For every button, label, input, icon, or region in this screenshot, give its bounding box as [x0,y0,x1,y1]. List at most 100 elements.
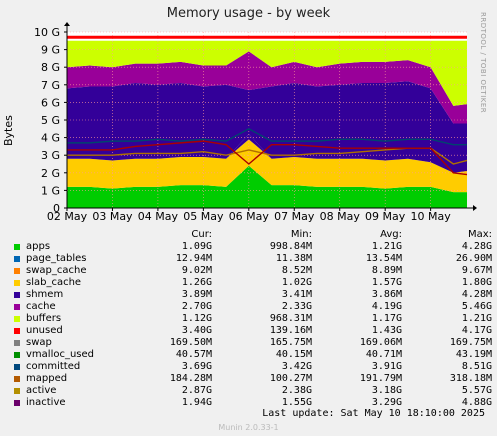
legend-swatch [14,376,20,382]
legend-min: 165.75M [269,337,312,348]
legend-cur: 1.12G [181,313,212,324]
legend-name: mapped [26,373,68,384]
legend-max: 4.88G [461,397,492,408]
legend-max: 43.19M [455,349,492,360]
legend-row-inactive: inactive 1.94G 1.55G 3.29G 4.88G [12,397,492,409]
legend-swatch [14,316,20,322]
legend-cur: 12.94M [175,253,212,264]
legend-name: inactive [26,397,66,408]
legend-max: 8.51G [461,361,492,372]
y-tick-label: 10 G [34,26,60,39]
y-tick-label: 1 G [41,184,60,197]
legend-name: shmem [26,289,64,300]
legend-avg: 3.29G [371,397,402,408]
legend-row-slab_cache: slab_cache 1.26G 1.02G 1.57G 1.80G [12,277,492,289]
legend-min: 8.52M [281,265,312,276]
x-tick-label: 10 May [411,210,452,223]
legend-max: 1.80G [461,277,492,288]
y-tick-label: 7 G [41,79,60,92]
x-tick-label: 02 May [47,210,88,223]
legend-cur: 3.69G [181,361,212,372]
legend-min: 139.16M [269,325,312,336]
memory-chart: 01 G2 G3 G4 G5 G6 G7 G8 G9 G10 G 02 May 0… [34,22,477,223]
legend-row-mapped: mapped 184.28M 100.27M 191.79M 318.18M [12,373,492,385]
legend-max: 26.90M [455,253,492,264]
legend-max: 4.28G [461,241,492,252]
legend-swatch [14,400,20,406]
legend-avg: 1.17G [371,313,402,324]
legend-max: 5.57G [461,385,492,396]
x-tick-label: 04 May [138,210,179,223]
area-slab_cache [67,139,467,193]
legend-swatch [14,328,20,334]
legend-swatch [14,280,20,286]
legend-name: apps [26,241,51,252]
legend-row-buffers: buffers 1.12G 968.31M 1.17G 1.21G [12,313,492,325]
legend-header: Cur: Min: Avg: Max: [12,229,492,241]
line-series-layer [67,35,468,176]
legend-avg: 1.57G [371,277,402,288]
legend-header-cur: Cur: [191,229,212,240]
y-tick-labels: 0 1 G 2 G 3 G 4 G 5 G 6 G 7 G 8 G 9 G 10 G [34,26,60,215]
legend-swatch [14,364,20,370]
legend-avg: 191.79M [359,373,402,384]
line-committed [67,128,467,146]
x-tick-label: 08 May [320,210,361,223]
legend-swatch [14,244,20,250]
legend-cur: 40.57M [175,349,212,360]
legend-max: 318.18M [449,373,492,384]
legend-name: swap_cache [26,265,87,276]
legend-min: 1.02G [281,277,312,288]
x-tick-label: 07 May [274,210,315,223]
legend-max: 4.28M [461,289,492,300]
chart-title: Memory usage - by week [166,6,331,21]
legend-name: vmalloc_used [26,349,95,360]
legend-row-unused: unused 3.40G 139.16M 1.43G 4.17G [12,325,492,337]
legend-avg: 4.19G [371,301,402,312]
legend-avg: 1.21G [371,241,402,252]
legend-min: 11.38M [275,253,312,264]
legend-table: Cur: Min: Avg: Max: apps 1.09G 998.84M 1.21… [12,229,492,409]
legend-swatch [14,340,20,346]
legend-name: buffers [26,313,62,324]
legend-name: unused [26,325,63,336]
legend-cur: 1.26G [181,277,212,288]
last-update: Last update: Sat May 10 18:10:00 2025 [262,408,485,419]
legend-cur: 2.70G [181,301,212,312]
legend-min: 998.84M [269,241,312,252]
x-tick-label: 06 May [229,210,270,223]
legend-cur: 2.87G [181,385,212,396]
axes-layer [64,22,477,211]
legend-min: 2.38G [281,385,312,396]
legend-cur: 3.40G [181,325,212,336]
area-buffers [67,51,467,124]
legend-min: 968.31M [269,313,312,324]
legend-swatch [14,388,20,394]
legend-swatch [14,268,20,274]
legend-cur: 1.09G [181,241,212,252]
legend-avg: 40.71M [365,349,402,360]
legend-max: 5.46G [461,301,492,312]
area-unused [67,40,467,106]
legend-avg: 169.06M [359,337,402,348]
legend-swatch [14,256,20,262]
legend-row-swap: swap 169.50M 165.75M 169.06M 169.75M [12,337,492,349]
legend-header-min: Min: [290,229,312,240]
x-axis-arrow [473,205,477,211]
legend-cur: 1.94G [181,397,212,408]
legend-rows: apps 1.09G 998.84M 1.21G 4.28G page_tables 12.… [12,241,492,409]
legend-swatch [14,304,20,310]
legend-name: active [26,385,57,396]
y-tick-label: 6 G [41,96,60,109]
legend-swatch [14,292,20,298]
legend-avg: 3.86M [371,289,402,300]
legend-row-active: active 2.87G 2.38G 3.18G 5.57G [12,385,492,397]
y-tick-label: 8 G [41,61,60,74]
legend-avg: 3.91G [371,361,402,372]
legend-min: 2.33G [281,301,312,312]
y-tick-label: 5 G [41,114,60,127]
legend-max: 4.17G [461,325,492,336]
legend-name: cache [26,301,56,312]
legend-name: slab_cache [26,277,82,288]
legend-min: 40.15M [275,349,312,360]
